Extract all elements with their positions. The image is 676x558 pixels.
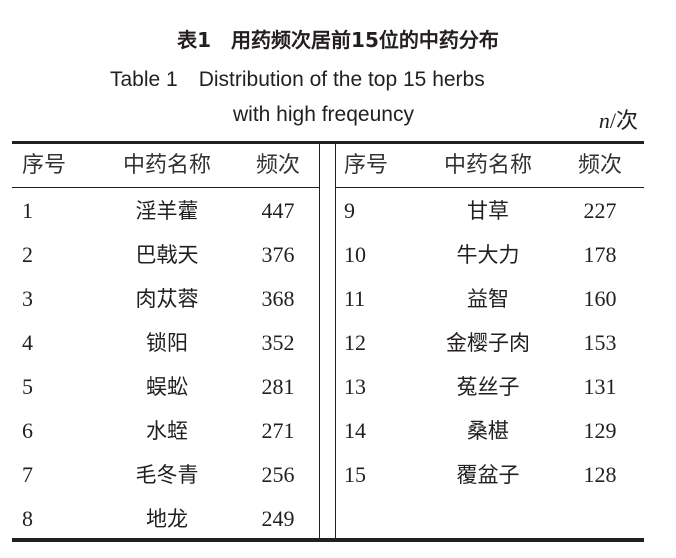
header-name: 中药名称 xyxy=(122,153,212,178)
unit-text: /次 xyxy=(609,108,638,133)
cell-seq: 3 xyxy=(22,286,33,311)
divider-left xyxy=(319,144,320,538)
cell-freq: 178 xyxy=(583,242,617,267)
cell-seq: 14 xyxy=(344,418,366,443)
cell-seq: 7 xyxy=(22,462,33,487)
cell-freq: 281 xyxy=(261,374,295,399)
cell-name: 益智 xyxy=(467,287,509,311)
cell-name: 淫羊藿 xyxy=(135,199,199,223)
header-name-right: 中药名称 xyxy=(443,153,533,178)
cell-seq: 1 xyxy=(22,198,33,223)
cell-freq: 447 xyxy=(261,198,295,223)
cell-name: 甘草 xyxy=(467,199,509,223)
cell-name: 水蛭 xyxy=(146,419,188,443)
cell-freq: 256 xyxy=(261,462,295,487)
cell-name: 地龙 xyxy=(146,507,188,531)
cell-name: 毛冬青 xyxy=(135,463,199,487)
cell-freq: 368 xyxy=(261,286,295,311)
cell-name: 菟丝子 xyxy=(456,375,520,399)
cell-seq: 6 xyxy=(22,418,33,443)
cell-seq: 13 xyxy=(344,374,366,399)
cell-freq: 271 xyxy=(261,418,295,443)
bottom-rule xyxy=(12,538,644,542)
cell-seq: 15 xyxy=(344,462,366,487)
cell-name: 金樱子肉 xyxy=(446,331,530,355)
cell-seq: 10 xyxy=(344,242,366,267)
cell-freq: 249 xyxy=(261,506,295,531)
header-seq-right: 序号 xyxy=(344,153,389,178)
cell-freq: 131 xyxy=(583,374,617,399)
cell-freq: 128 xyxy=(583,462,617,487)
cell-seq: 12 xyxy=(344,330,366,355)
header-seq: 序号 xyxy=(22,153,67,178)
cell-name: 锁阳 xyxy=(146,331,188,355)
cell-name: 巴戟天 xyxy=(135,243,199,267)
header-freq: 频次 xyxy=(255,153,301,178)
cell-seq: 5 xyxy=(22,374,33,399)
cell-seq: 8 xyxy=(22,506,33,531)
divider-right xyxy=(335,144,336,538)
cell-freq: 352 xyxy=(261,330,295,355)
cell-seq: 11 xyxy=(344,286,366,311)
cell-seq: 2 xyxy=(22,242,33,267)
unit-label: n/次 xyxy=(599,103,638,135)
cell-freq: 376 xyxy=(261,242,295,267)
table-title-en: Table 1 Distribution of the top 15 herbs xyxy=(110,68,485,91)
cell-name: 桑椹 xyxy=(467,419,509,443)
cell-freq: 153 xyxy=(583,330,617,355)
header-freq-right: 频次 xyxy=(577,153,623,178)
unit-symbol: n xyxy=(598,108,610,133)
table-title-cn: 表1 用药频次居前15位的中药分布 xyxy=(177,28,499,52)
cell-name: 蜈蚣 xyxy=(146,375,188,399)
cell-freq: 227 xyxy=(583,198,617,223)
cell-freq: 160 xyxy=(583,286,617,311)
cell-seq: 9 xyxy=(344,198,355,223)
header-rule-right xyxy=(336,187,644,188)
cell-name: 肉苁蓉 xyxy=(135,287,199,311)
cell-freq: 129 xyxy=(583,418,617,443)
cell-name: 牛大力 xyxy=(456,243,520,267)
table-title-en-line2: with high freqeuncy xyxy=(233,103,414,126)
cell-name: 覆盆子 xyxy=(456,463,520,487)
top-rule xyxy=(12,141,644,144)
cell-seq: 4 xyxy=(22,330,33,355)
header-rule-left xyxy=(12,187,320,188)
